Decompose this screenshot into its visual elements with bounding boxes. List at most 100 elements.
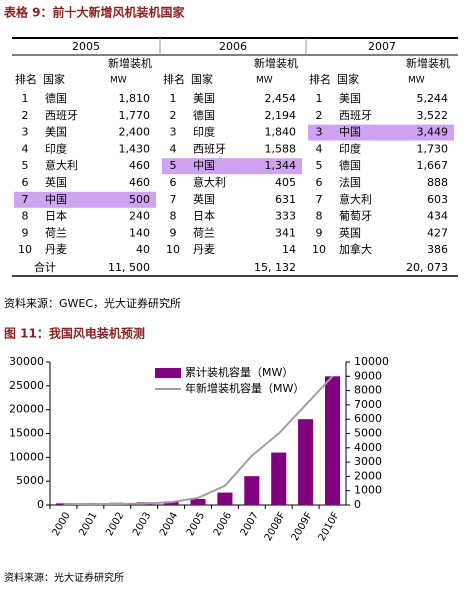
- header-rank: 排名: [309, 72, 331, 86]
- country: 意大利: [45, 158, 78, 172]
- value: 434: [427, 210, 448, 223]
- x-tick-label: 2000: [50, 511, 72, 539]
- y2-tick-label: 3000: [354, 455, 382, 468]
- country: 美国: [45, 126, 67, 139]
- year: 2006: [219, 40, 247, 53]
- rank: 3: [22, 126, 29, 139]
- country: 德国: [45, 91, 67, 105]
- value: 460: [129, 159, 150, 172]
- rank: 7: [316, 193, 323, 206]
- country: 印度: [193, 125, 215, 139]
- total: 15, 132: [254, 261, 296, 274]
- country: 美国: [339, 92, 361, 105]
- country: 中国: [45, 193, 67, 206]
- total: 11, 500: [108, 261, 150, 274]
- value: 1,667: [417, 159, 449, 172]
- rank: 2: [170, 109, 177, 122]
- value: 3,449: [417, 126, 449, 139]
- rank: 7: [22, 193, 29, 206]
- y2-tick-label: 8000: [354, 384, 382, 397]
- bar: [190, 498, 206, 505]
- highlight: [162, 158, 302, 175]
- country: 荷兰: [45, 226, 67, 239]
- y2-tick-label: 0: [354, 498, 361, 511]
- country: 意大利: [193, 175, 226, 189]
- chart-source: 资料来源：光大证券研究所: [4, 571, 124, 584]
- bar: [271, 452, 287, 505]
- rank: 9: [22, 226, 29, 239]
- header-unit: MW: [110, 76, 127, 86]
- value: 405: [275, 176, 296, 189]
- y-tick-label: 5000: [16, 474, 44, 487]
- y2-tick-label: 1000: [354, 484, 382, 497]
- value: 240: [129, 210, 150, 223]
- country: 加拿大: [339, 242, 372, 256]
- year: 2007: [368, 40, 396, 53]
- country: 西班牙: [193, 142, 226, 155]
- line: [63, 375, 334, 506]
- country: 法国: [339, 175, 361, 189]
- rank: 1: [22, 92, 29, 105]
- value: 500: [129, 193, 150, 206]
- header-country: 国家: [191, 72, 213, 86]
- rank: 1: [316, 92, 323, 105]
- rank: 4: [316, 142, 323, 155]
- highlight: [308, 124, 454, 141]
- y2-tick-label: 7000: [354, 398, 382, 411]
- value: 2,400: [119, 126, 151, 139]
- country: 英国: [45, 175, 67, 189]
- rank: 8: [22, 210, 29, 223]
- legend-swatch: [155, 368, 181, 378]
- rank: 10: [166, 243, 180, 256]
- value: 631: [275, 193, 296, 206]
- x-tick-label: 2005: [185, 511, 207, 539]
- x-tick-label: 2009F: [290, 510, 315, 543]
- chart-title: 图 11：我国风电装机预测: [4, 326, 145, 341]
- rank: 8: [316, 210, 323, 223]
- country: 美国: [193, 92, 215, 105]
- country: 丹麦: [45, 243, 67, 256]
- rank: 10: [312, 243, 326, 256]
- country: 西班牙: [339, 109, 372, 122]
- value: 14: [282, 243, 296, 256]
- value: 1,430: [119, 142, 151, 155]
- rank: 4: [170, 142, 177, 155]
- country: 丹麦: [193, 243, 215, 256]
- value: 1,344: [265, 159, 297, 172]
- legend-label: 累计装机容量（MW）: [185, 365, 293, 379]
- country: 英国: [193, 192, 215, 206]
- y2-tick-label: 2000: [354, 469, 382, 482]
- y2-tick-label: 5000: [354, 427, 382, 440]
- rank: 1: [170, 92, 177, 105]
- rank: 4: [22, 142, 29, 155]
- x-tick-label: 2001: [77, 511, 99, 539]
- country: 德国: [339, 158, 361, 172]
- country: 英国: [339, 225, 361, 239]
- rank: 9: [170, 226, 177, 239]
- y2-tick-label: 9000: [354, 369, 382, 382]
- bar: [217, 492, 233, 505]
- value: 5,244: [417, 92, 449, 105]
- total: 20, 073: [406, 261, 448, 274]
- x-tick-label: 2006: [212, 511, 234, 539]
- rank: 5: [22, 159, 29, 172]
- x-tick-label: 2004: [158, 511, 180, 539]
- value: 333: [275, 210, 296, 223]
- header-unit: MW: [256, 76, 273, 86]
- value: 2,194: [265, 109, 297, 122]
- value: 603: [427, 193, 448, 206]
- table-source: 资料来源：GWEC，光大证券研究所: [4, 296, 181, 310]
- country: 荷兰: [193, 226, 215, 239]
- country: 西班牙: [45, 109, 78, 122]
- y2-tick-label: 4000: [354, 441, 382, 454]
- value: 460: [129, 176, 150, 189]
- x-tick-label: 2007: [239, 511, 261, 539]
- value: 1,810: [119, 92, 151, 105]
- rank: 10: [18, 243, 32, 256]
- value: 1,588: [265, 142, 297, 155]
- y-tick-label: 30000: [9, 355, 44, 368]
- header-rank: 排名: [15, 72, 37, 86]
- country: 印度: [45, 141, 67, 155]
- highlight: [14, 191, 156, 208]
